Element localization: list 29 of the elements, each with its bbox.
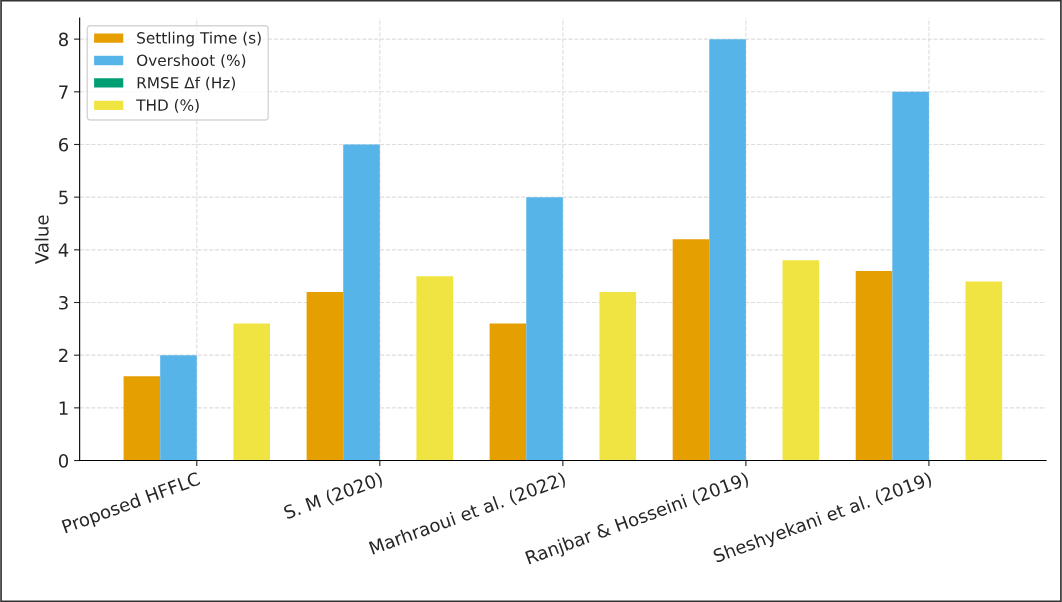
y-tick-label: 2 — [59, 348, 68, 363]
legend-label: Settling Time (s) — [137, 31, 261, 47]
bar — [489, 323, 527, 461]
y-tick-label: 7 — [59, 85, 68, 99]
y-tick-label: 4 — [58, 243, 69, 257]
bar — [526, 197, 563, 461]
bar — [123, 376, 161, 461]
bar — [672, 239, 710, 461]
y-tick-label: 3 — [59, 295, 68, 310]
y-tick-label: 6 — [59, 137, 69, 152]
y-tick-label: 1 — [59, 401, 68, 415]
legend-label: RMSE Δf (Hz) — [137, 76, 235, 91]
bar — [160, 355, 197, 461]
bar — [855, 270, 893, 461]
bar — [306, 291, 344, 461]
y-tick-label: 5 — [59, 190, 68, 205]
bar — [782, 260, 820, 461]
bar — [709, 39, 746, 461]
bar — [233, 323, 271, 461]
bar — [892, 91, 929, 461]
legend-label: Overshoot (%) — [137, 54, 246, 68]
y-tick-label: 0 — [58, 453, 69, 468]
bar — [416, 276, 454, 461]
bar — [599, 291, 637, 461]
y-tick-label: 8 — [58, 32, 68, 47]
bar — [343, 144, 380, 461]
bar — [965, 281, 1003, 461]
y-axis-title: Value — [34, 215, 49, 264]
legend-label: THD (%) — [136, 99, 199, 113]
